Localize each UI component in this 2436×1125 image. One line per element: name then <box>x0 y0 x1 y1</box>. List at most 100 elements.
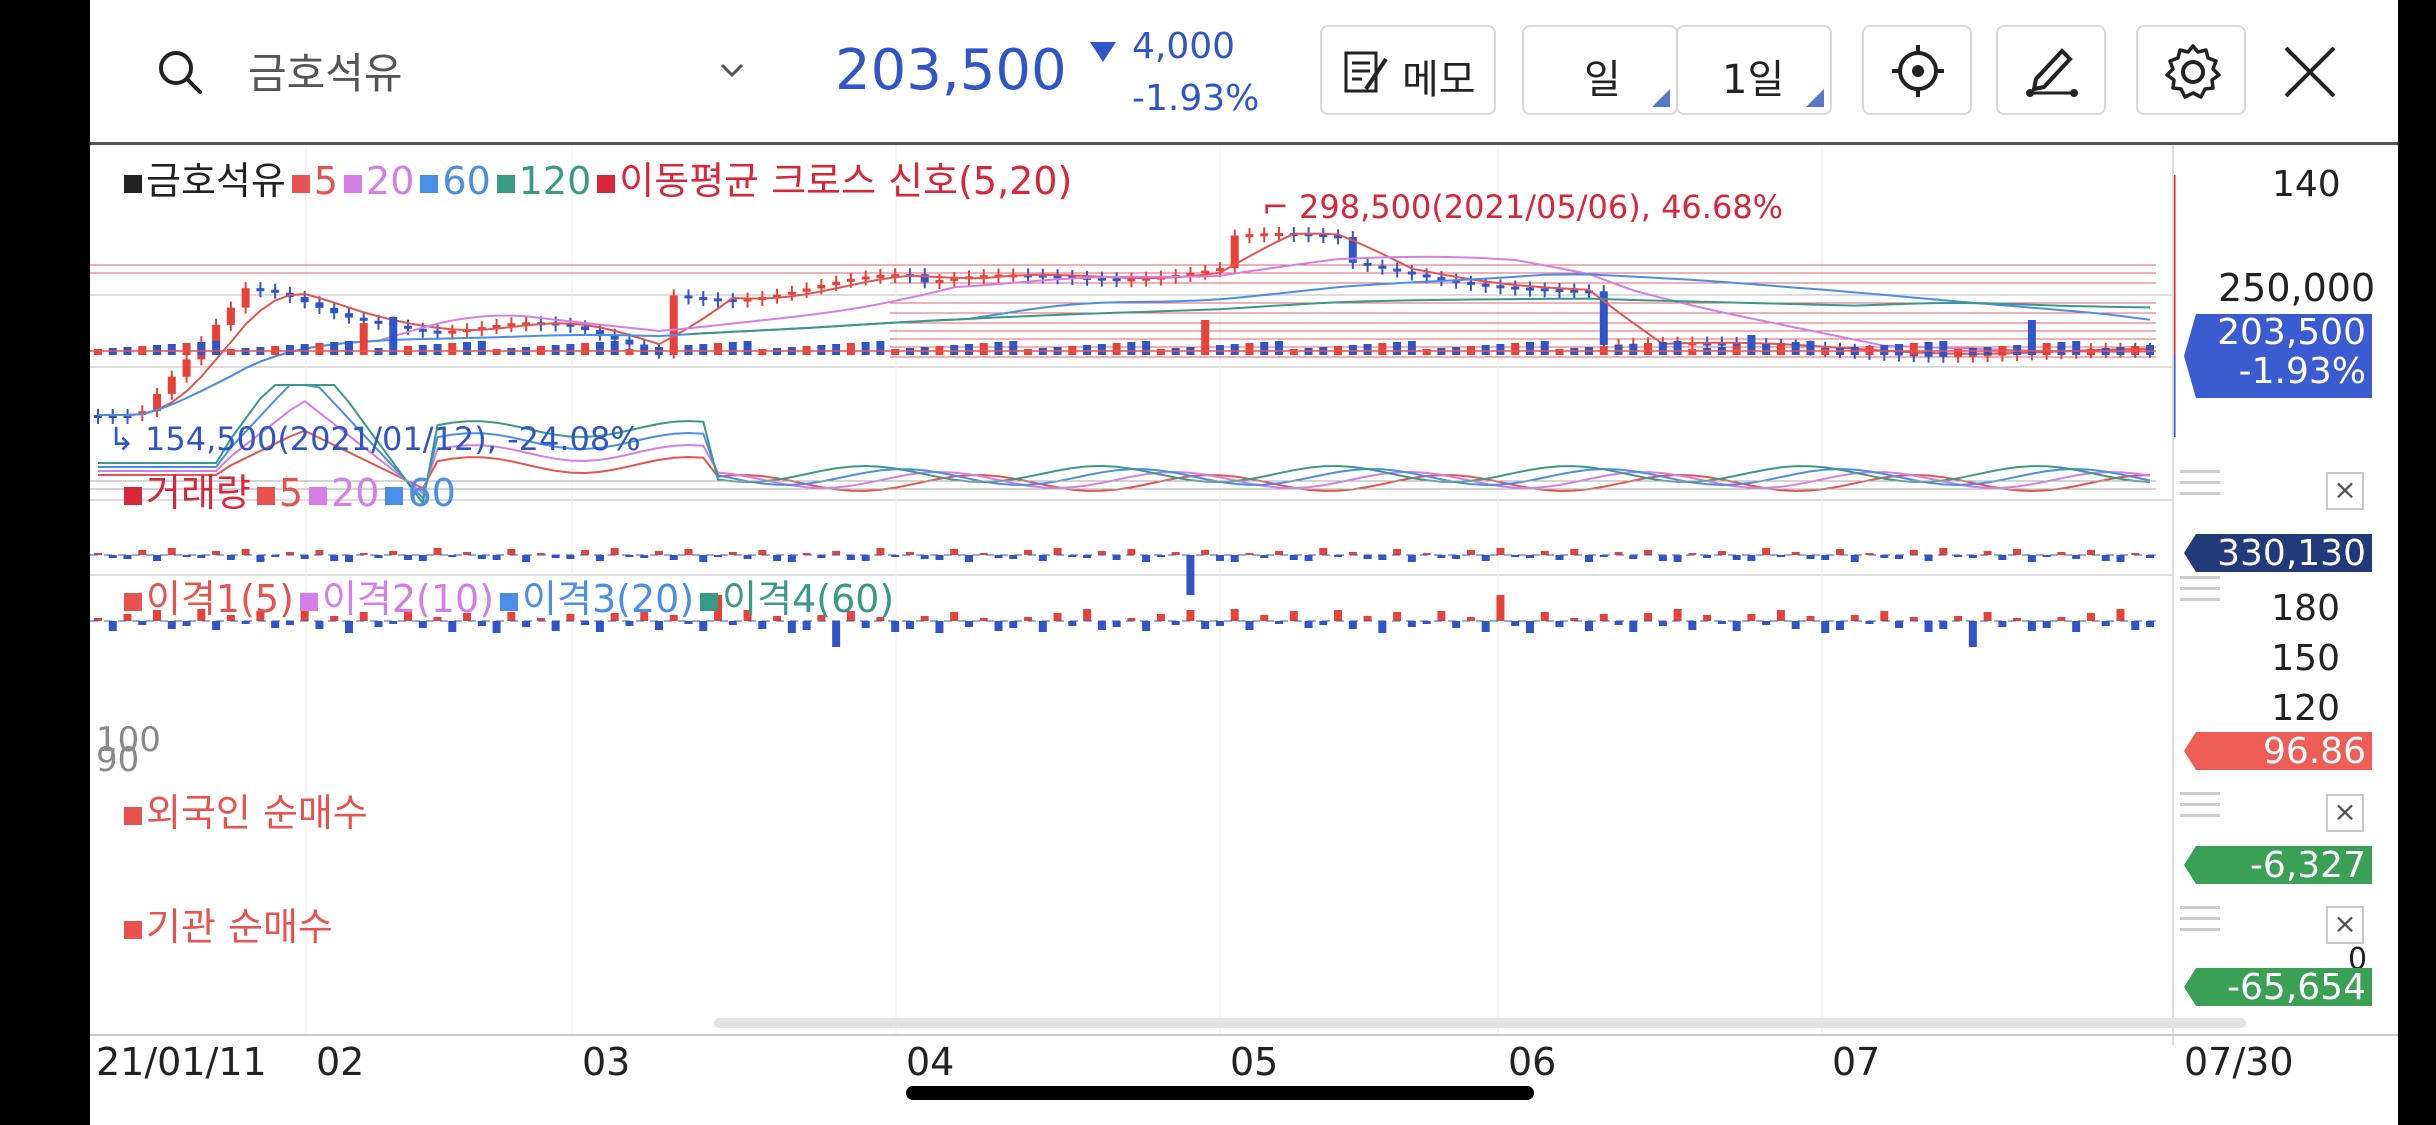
foreign-bar <box>1924 555 1933 561</box>
foreign-bar <box>212 551 221 555</box>
candle-body <box>94 415 102 418</box>
volume-bar <box>964 344 973 355</box>
institution-bar <box>1703 615 1712 621</box>
institution-bar <box>389 621 398 624</box>
foreign-panel-close-icon[interactable]: × <box>2326 794 2364 832</box>
volume-bar <box>1289 349 1298 355</box>
foreign-bar <box>138 550 147 555</box>
period-type-button[interactable]: 일 <box>1522 25 1678 115</box>
institution-bar <box>920 616 929 621</box>
volume-bar <box>463 342 472 355</box>
candle-body <box>595 330 604 335</box>
settings-button[interactable] <box>2136 25 2246 115</box>
price-change-pct: -1.93% <box>1132 78 1260 119</box>
foreign-bar <box>964 555 973 562</box>
draw-tool-button[interactable] <box>1996 25 2106 115</box>
memo-button[interactable]: 메모 <box>1320 25 1496 115</box>
volume-legend-swatch <box>256 486 275 505</box>
foreign-bar <box>492 555 501 560</box>
institution-bar <box>1570 618 1579 621</box>
volume-bar <box>595 342 604 355</box>
candle-body <box>1585 290 1594 294</box>
period-value-button[interactable]: 1일 <box>1676 25 1832 115</box>
period-value-label: 1일 <box>1722 57 1785 103</box>
x-axis-label-04: 04 <box>906 1040 955 1084</box>
search-icon[interactable] <box>156 48 204 96</box>
crosshair-button[interactable] <box>1862 25 1972 115</box>
candle-body <box>1363 262 1372 266</box>
institution-bar <box>2146 621 2154 627</box>
candle-body <box>773 294 782 298</box>
candle-body <box>728 299 737 303</box>
foreign-bar <box>1260 555 1269 558</box>
volume-bar <box>197 342 206 355</box>
institution-bar <box>891 621 900 632</box>
disparity-panel-menu-icon[interactable] <box>2180 576 2220 606</box>
candle-body <box>817 285 826 289</box>
foreign-bar <box>1378 555 1387 560</box>
volume-bar <box>477 341 486 355</box>
institution-panel-menu-icon[interactable] <box>2180 906 2220 936</box>
ma20-line <box>98 255 2151 416</box>
stock-name[interactable]: 금호석유 <box>248 49 403 98</box>
close-icon[interactable] <box>2282 44 2338 100</box>
candle-body <box>920 274 929 283</box>
foreign-bar <box>1555 555 1564 560</box>
candle-body <box>640 344 649 350</box>
institution-bar <box>1142 621 1151 631</box>
candle-body <box>1968 353 1977 357</box>
institution-legend: 기관 순매수 <box>118 896 333 951</box>
institution-bar <box>1083 609 1092 621</box>
candle-body <box>699 297 708 301</box>
volume-bar <box>300 344 309 355</box>
institution-bar <box>448 621 457 632</box>
price-legend-label: 60 <box>442 159 491 203</box>
foreign-bar <box>374 555 383 558</box>
low-annotation-text: 154,500(2021/01/12), -24.08% <box>144 420 641 458</box>
candle-body <box>433 330 442 334</box>
volume-bar <box>1954 349 1963 355</box>
foreign-bar <box>1968 555 1977 558</box>
candle-body <box>1201 270 1210 274</box>
institution-bar <box>861 621 870 628</box>
volume-panel-menu-icon[interactable] <box>2180 470 2220 500</box>
chart-canvas[interactable] <box>90 145 2398 1105</box>
candle-body <box>1954 353 1963 357</box>
foreign-bar <box>1599 555 1608 557</box>
foreign-bar <box>1806 555 1815 559</box>
foreign-bar <box>404 555 413 560</box>
candle-body <box>1466 281 1475 285</box>
institution-bar <box>2027 621 2036 631</box>
disparity-legend-label: 이격2(10) <box>321 577 495 621</box>
institution-panel-close-icon[interactable]: × <box>2326 906 2364 944</box>
candle-body <box>271 289 280 293</box>
institution-bar <box>1747 614 1756 621</box>
volume-bar <box>1481 345 1490 355</box>
volume-bar <box>2042 343 2051 355</box>
candle-body <box>1407 271 1416 275</box>
candle-body <box>1245 234 1254 238</box>
foreign-bar <box>832 551 841 555</box>
volume-bar <box>167 344 176 355</box>
volume-bar <box>743 341 752 355</box>
institution-bar <box>1260 615 1269 621</box>
disparity-line <box>98 399 2151 495</box>
foreign-bar <box>389 551 398 555</box>
volume-bar <box>2072 341 2081 355</box>
institution-bar <box>492 621 501 633</box>
volume-bar <box>551 345 560 355</box>
volume-panel-close-icon[interactable]: × <box>2326 472 2364 510</box>
candle-body <box>1186 272 1195 276</box>
volume-bar <box>1378 343 1387 355</box>
institution-bar <box>2013 618 2022 621</box>
price-axis-label-top: 140 <box>2272 164 2341 205</box>
low-annotation: ↳ 154,500(2021/01/12), -24.08% <box>108 420 641 458</box>
foreign-panel-menu-icon[interactable] <box>2180 792 2220 822</box>
institution-bar <box>1673 609 1682 621</box>
institution-bar <box>950 612 959 621</box>
horizontal-scrollbar[interactable] <box>714 1018 2246 1028</box>
foreign-bar <box>1821 555 1830 560</box>
chevron-down-icon[interactable] <box>720 62 744 78</box>
foreign-bar <box>330 555 339 561</box>
institution-bar <box>153 610 162 621</box>
